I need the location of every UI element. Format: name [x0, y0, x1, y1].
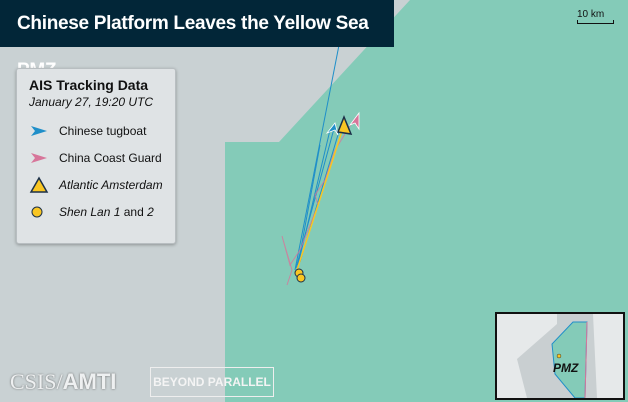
csis-amti-logo: CSIS/AMTI [10, 369, 117, 394]
coast-guard-tracks [281, 117, 356, 286]
tugboat-marker-icon [325, 122, 339, 136]
triangle-icon [29, 175, 49, 193]
legend-title: AIS Tracking Data [29, 77, 149, 93]
legend-item-coast-guard: China Coast Guard [29, 144, 163, 171]
coast-guard-arrow-icon [31, 152, 47, 163]
atlantic-amsterdam-icon [336, 115, 353, 135]
inset-map: PMZ [495, 312, 625, 400]
map-title: Chinese Platform Leaves the Yellow Sea P… [0, 0, 394, 81]
scale-bar: 10 km [577, 9, 614, 24]
legend-label: Atlantic Amsterdam [59, 177, 163, 192]
inset-pmz-label: PMZ [553, 361, 579, 375]
tugboat-arrow-icon [31, 125, 47, 136]
legend: AIS Tracking Data January 27, 19:20 UTC … [16, 68, 176, 244]
legend-label: Shen Lan 1 and 2 [59, 204, 154, 219]
legend-item-tugboat: Chinese tugboat [29, 117, 163, 144]
scale-label: 10 km [577, 9, 605, 20]
pmz-zone [225, 0, 628, 402]
legend-item-atlantic-amsterdam: Atlantic Amsterdam [29, 171, 163, 198]
shen-lan-icon [296, 273, 306, 283]
legend-label: Chinese tugboat [59, 123, 147, 138]
legend-label: China Coast Guard [59, 150, 162, 165]
inset-svg: PMZ [497, 314, 623, 398]
coast-guard-marker-icon [348, 111, 360, 131]
platform-track [296, 127, 344, 271]
legend-date: January 27, 19:20 UTC [29, 95, 154, 109]
beyond-parallel-logo: BEYOND PARALLEL [150, 367, 274, 397]
circle-icon [31, 206, 43, 217]
legend-item-shen-lan: Shen Lan 1 and 2 [29, 198, 163, 225]
